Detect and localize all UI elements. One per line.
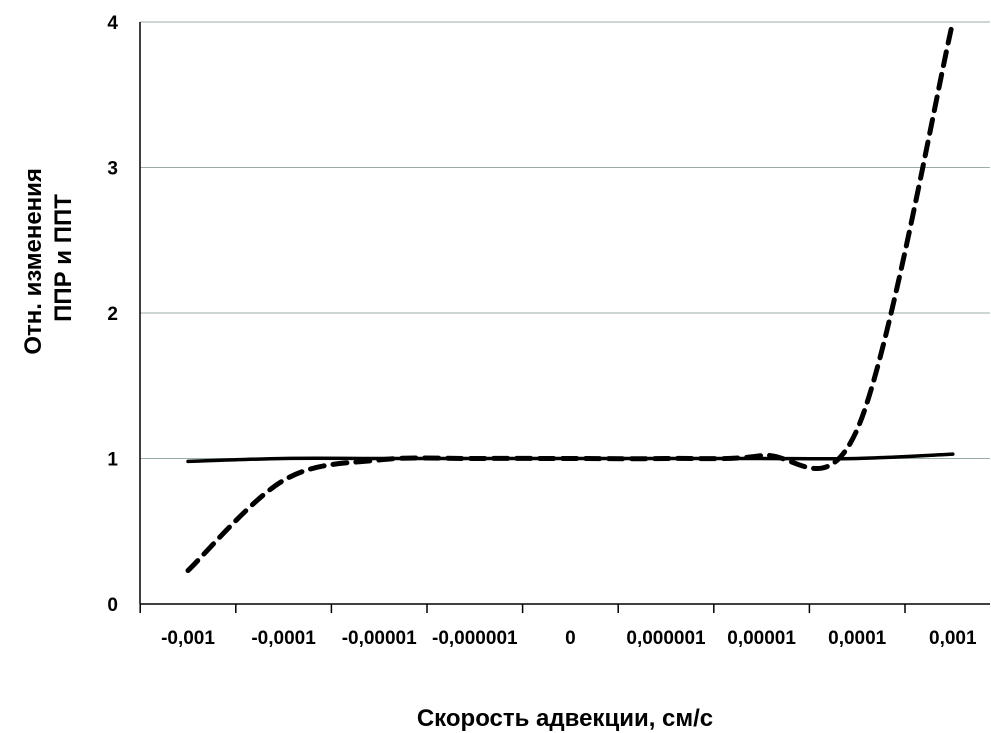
series-2-line: [185, 19, 956, 574]
x-tick-label-0: -0,001: [161, 628, 215, 649]
x-tick-label-7: 0,0001: [828, 628, 887, 649]
series: [185, 19, 956, 574]
x-tick-label-1: -0,0001: [251, 628, 316, 649]
x-tick-label-4: 0: [565, 628, 576, 649]
x-tick-label-3: -0,000001: [432, 628, 518, 649]
y-axis-title-line-1: Отн. изменения: [20, 168, 47, 355]
x-tick-label-8: 0,001: [929, 628, 977, 649]
y-axis-title: Отн. изменения ППР и ППТ: [20, 161, 77, 354]
axes: [139, 22, 990, 605]
x-tick-label-5: 0,000001: [626, 628, 706, 649]
ticks: [139, 604, 906, 613]
tick-labels: -0,001 -0,0001 -0,00001 -0,000001 0 0,000001 0…: [107, 13, 977, 649]
x-axis-title: Скорость адвекции, см/с: [417, 705, 713, 732]
y-tick-label-4: 4: [107, 13, 118, 34]
y-tick-label-1: 1: [107, 450, 118, 471]
y-tick-label-2: 2: [107, 304, 118, 325]
y-tick-label-3: 3: [107, 159, 118, 180]
y-tick-label-0: 0: [107, 595, 118, 616]
x-tick-label-6: 0,00001: [727, 628, 796, 649]
y-axis-title-line-2: ППР и ППТ: [50, 194, 77, 322]
x-tick-label-2: -0,00001: [342, 628, 417, 649]
gridlines: [140, 21, 990, 459]
